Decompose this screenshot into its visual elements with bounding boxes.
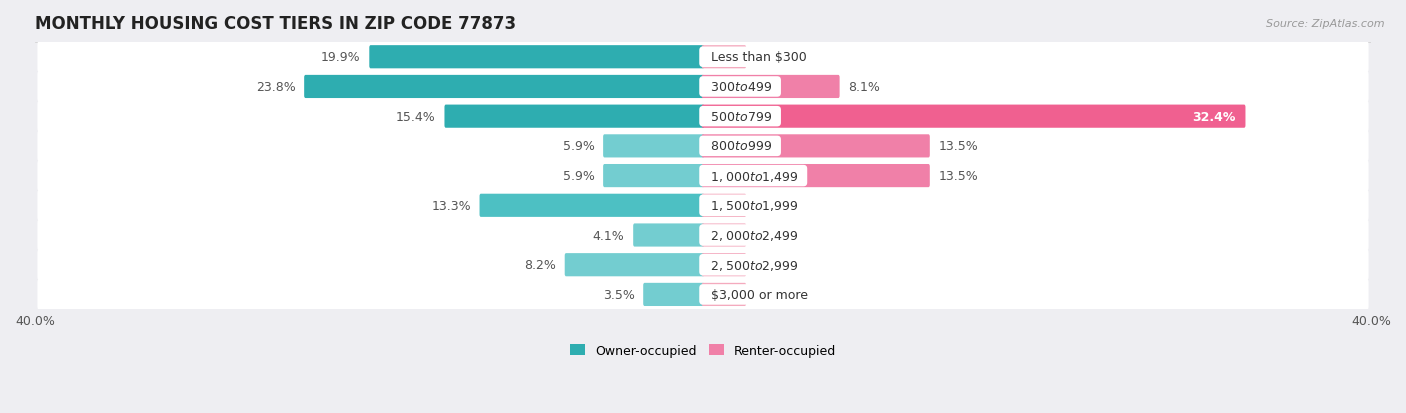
Text: 4.1%: 4.1% bbox=[593, 229, 624, 242]
FancyBboxPatch shape bbox=[643, 283, 704, 306]
FancyBboxPatch shape bbox=[38, 249, 1368, 281]
Text: $300 to $499: $300 to $499 bbox=[703, 81, 778, 94]
FancyBboxPatch shape bbox=[702, 105, 1246, 128]
Text: $2,500 to $2,999: $2,500 to $2,999 bbox=[703, 258, 803, 272]
FancyBboxPatch shape bbox=[702, 135, 929, 158]
FancyBboxPatch shape bbox=[38, 101, 1368, 133]
Text: 23.8%: 23.8% bbox=[256, 81, 295, 94]
FancyBboxPatch shape bbox=[38, 130, 1368, 163]
Text: $3,000 or more: $3,000 or more bbox=[703, 288, 815, 301]
FancyBboxPatch shape bbox=[304, 76, 704, 99]
FancyBboxPatch shape bbox=[633, 224, 704, 247]
Text: 15.4%: 15.4% bbox=[396, 110, 436, 123]
FancyBboxPatch shape bbox=[702, 194, 747, 217]
Text: 0.0%: 0.0% bbox=[755, 51, 787, 64]
FancyBboxPatch shape bbox=[702, 76, 839, 99]
FancyBboxPatch shape bbox=[603, 165, 704, 188]
Text: 19.9%: 19.9% bbox=[321, 51, 360, 64]
Text: 13.5%: 13.5% bbox=[938, 140, 979, 153]
Text: 13.5%: 13.5% bbox=[938, 170, 979, 183]
Text: 13.3%: 13.3% bbox=[432, 199, 471, 212]
FancyBboxPatch shape bbox=[38, 71, 1368, 104]
Text: MONTHLY HOUSING COST TIERS IN ZIP CODE 77873: MONTHLY HOUSING COST TIERS IN ZIP CODE 7… bbox=[35, 15, 516, 33]
FancyBboxPatch shape bbox=[702, 46, 747, 69]
FancyBboxPatch shape bbox=[444, 105, 704, 128]
FancyBboxPatch shape bbox=[702, 283, 747, 306]
Text: $1,000 to $1,499: $1,000 to $1,499 bbox=[703, 169, 803, 183]
FancyBboxPatch shape bbox=[702, 254, 747, 277]
Text: $800 to $999: $800 to $999 bbox=[703, 140, 778, 153]
Text: $500 to $799: $500 to $799 bbox=[703, 110, 778, 123]
FancyBboxPatch shape bbox=[38, 219, 1368, 252]
FancyBboxPatch shape bbox=[38, 278, 1368, 311]
Text: Source: ZipAtlas.com: Source: ZipAtlas.com bbox=[1267, 19, 1385, 28]
FancyBboxPatch shape bbox=[702, 224, 747, 247]
FancyBboxPatch shape bbox=[565, 254, 704, 277]
FancyBboxPatch shape bbox=[479, 194, 704, 217]
FancyBboxPatch shape bbox=[38, 160, 1368, 192]
FancyBboxPatch shape bbox=[38, 190, 1368, 222]
FancyBboxPatch shape bbox=[38, 41, 1368, 74]
Text: 5.9%: 5.9% bbox=[562, 140, 595, 153]
FancyBboxPatch shape bbox=[702, 165, 929, 188]
Text: 5.9%: 5.9% bbox=[562, 170, 595, 183]
Text: 3.5%: 3.5% bbox=[603, 288, 634, 301]
Text: 0.0%: 0.0% bbox=[755, 199, 787, 212]
Text: Less than $300: Less than $300 bbox=[703, 51, 814, 64]
Legend: Owner-occupied, Renter-occupied: Owner-occupied, Renter-occupied bbox=[565, 339, 841, 362]
FancyBboxPatch shape bbox=[370, 46, 704, 69]
Text: 8.2%: 8.2% bbox=[524, 259, 555, 272]
Text: 0.0%: 0.0% bbox=[755, 288, 787, 301]
Text: 32.4%: 32.4% bbox=[1192, 110, 1236, 123]
Text: $1,500 to $1,999: $1,500 to $1,999 bbox=[703, 199, 803, 213]
Text: 0.0%: 0.0% bbox=[755, 229, 787, 242]
Text: 0.0%: 0.0% bbox=[755, 259, 787, 272]
Text: $2,000 to $2,499: $2,000 to $2,499 bbox=[703, 228, 803, 242]
Text: 8.1%: 8.1% bbox=[848, 81, 880, 94]
FancyBboxPatch shape bbox=[603, 135, 704, 158]
